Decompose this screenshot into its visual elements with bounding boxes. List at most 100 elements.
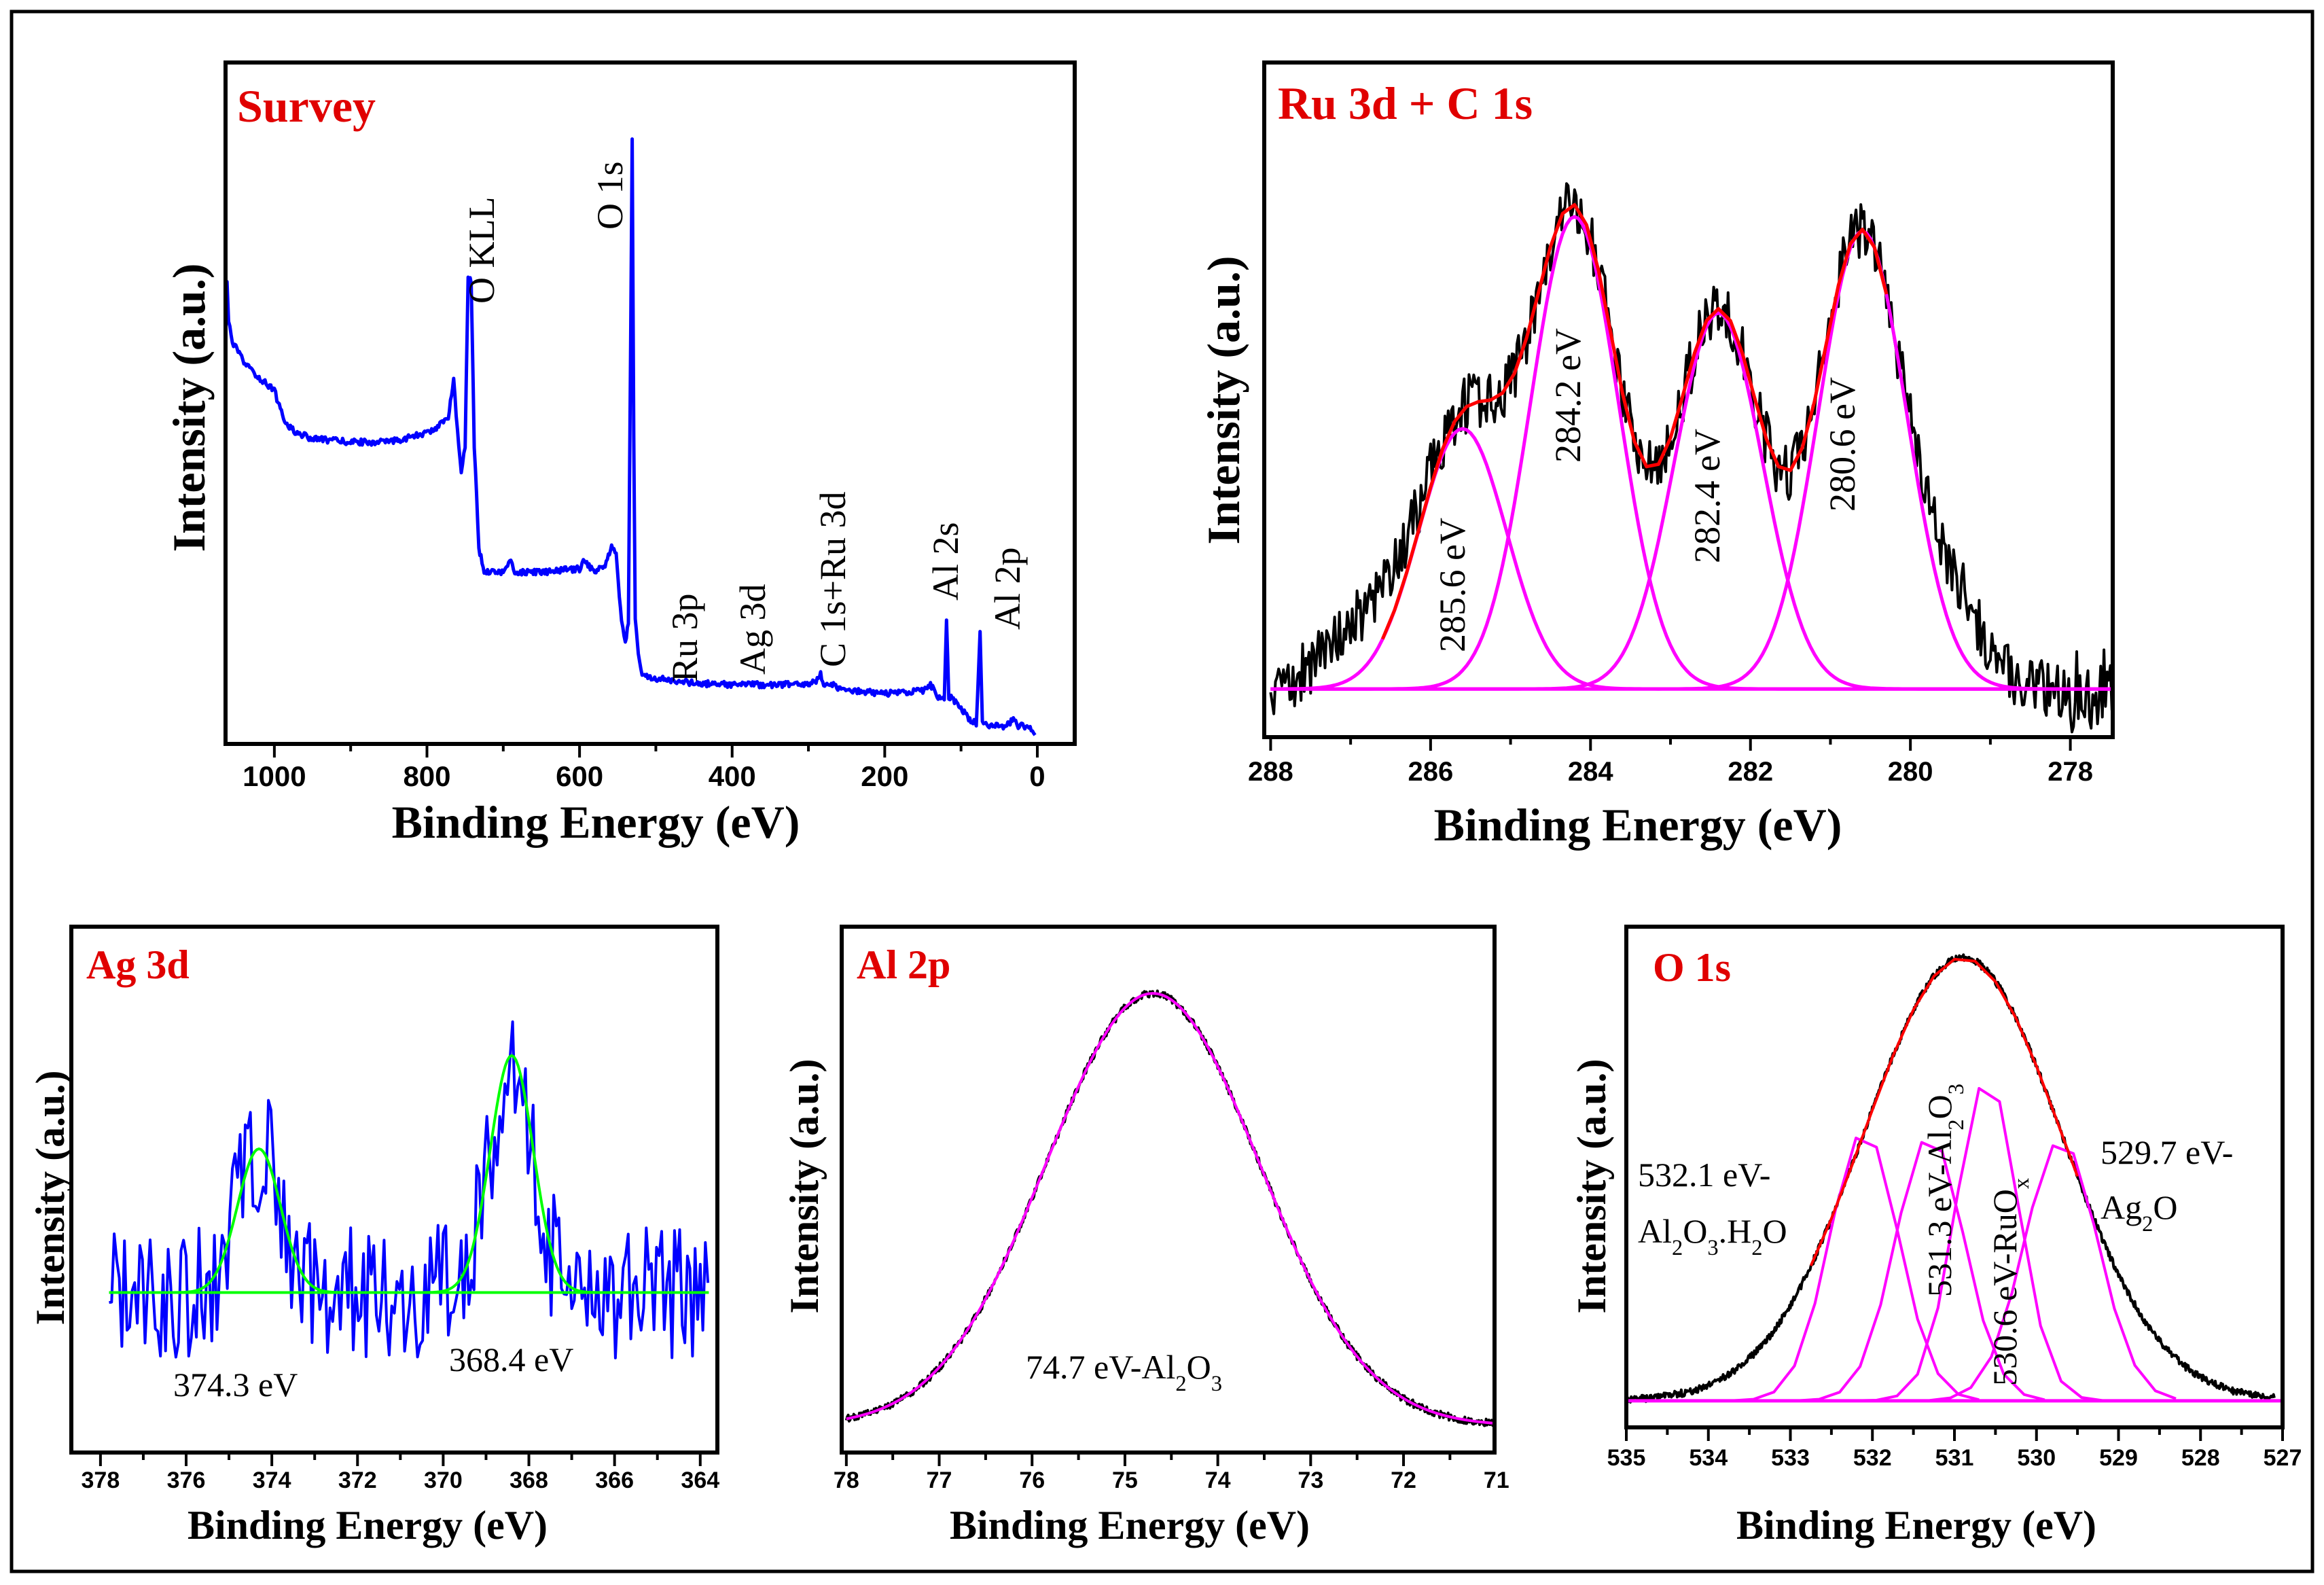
peak-annotation: 74.7 eV-Al2O3 [1026, 1348, 1222, 1396]
label-text: 374.3 eV [173, 1366, 298, 1404]
plot-frame [224, 60, 1077, 746]
label-text: O 1s [590, 161, 630, 230]
label-text: 280.6 eV [1822, 377, 1863, 512]
x-tick-label: 200 [861, 760, 908, 792]
peak-annotation: C 1s+Ru 3d [812, 491, 853, 667]
plot-area [109, 1020, 710, 1359]
panel-al: 78 77 76 75 74 73 72 71 Al 2p Intensity (a.u.) Bin… [782, 925, 1509, 1548]
envelope-fit-line [1809, 957, 2079, 1266]
x-tick-label: 527 [2264, 1445, 2302, 1471]
x-tick-label: 282 [1728, 757, 1773, 787]
label-text: O KLL [461, 197, 502, 304]
component-peak-74.7 [846, 992, 1495, 1425]
x-tick-label: 372 [338, 1467, 377, 1493]
label-text: 531.3 eV-Al [1920, 1130, 1959, 1297]
label-text: Al 2s [925, 522, 966, 601]
peak-annotation: 284.2 eV [1548, 328, 1588, 463]
peak-annotation: 374.3 eV [173, 1366, 298, 1404]
x-tick-label: 72 [1391, 1467, 1416, 1493]
label-text: Ru 3p [664, 593, 705, 682]
label-text: Ag 3d [732, 584, 773, 675]
x-tick-label: 800 [403, 760, 450, 792]
x-tick-label: 368 [510, 1467, 548, 1493]
peak-annotation: O 1s [590, 161, 630, 230]
peak-annotation: Ag2O [2100, 1188, 2177, 1236]
peak-annotation: Al2O3.H2O [1638, 1212, 1787, 1260]
x-tick-label: 532 [1853, 1445, 1892, 1471]
y-axis-title: Intensity (a.u.) [163, 263, 215, 552]
x-tick-label: 376 [167, 1467, 206, 1493]
x-tick-label: 364 [681, 1467, 719, 1493]
component-peak-530.6 [1856, 1087, 2103, 1402]
peak-annotation: Ru 3p [664, 593, 705, 682]
subscript-text: 3 [1211, 1372, 1222, 1396]
peak-annotation: 529.7 eV- [2100, 1133, 2233, 1171]
x-tick-label: 534 [1689, 1445, 1728, 1471]
plot-area [1269, 182, 2113, 734]
label-text: C 1s+Ru 3d [812, 491, 853, 667]
subscript-text: 2 [1672, 1236, 1683, 1260]
label-text: Al [1638, 1212, 1672, 1250]
label-text: 285.6 eV [1432, 518, 1473, 652]
x-tick-label: 78 [834, 1467, 859, 1493]
subscript-text: 2 [1751, 1236, 1762, 1260]
peak-annotation: 280.6 eV [1822, 377, 1863, 512]
figure-border [10, 10, 2314, 1573]
x-tick-label: 77 [927, 1467, 952, 1493]
x-tick-label: 370 [424, 1467, 463, 1493]
label-text: 284.2 eV [1548, 328, 1588, 463]
label-text: 368.4 eV [449, 1340, 573, 1378]
fit-curve-line [109, 1054, 707, 1294]
x-tick-label: 535 [1607, 1445, 1646, 1471]
subscript-text: 2 [1175, 1372, 1186, 1396]
label-text: 530.6 eV-RuO [1986, 1189, 2024, 1386]
plot-frame [69, 925, 719, 1455]
x-tick-label: 528 [2181, 1445, 2220, 1471]
peak-annotation: 285.6 eV [1432, 518, 1473, 652]
panel-title: Al 2p [857, 942, 950, 987]
peak-annotation: O KLL [461, 197, 502, 304]
label-text: O [2153, 1188, 2177, 1226]
x-tick-label: 284 [1568, 757, 1613, 787]
peak-annotation: 530.6 eV-RuOx [1986, 1178, 2034, 1386]
label-text: 282.4 eV [1687, 429, 1728, 563]
x-axis-title: Binding Energy (eV) [1434, 799, 1842, 851]
label-text: O [1920, 1094, 1959, 1119]
label-text: O [1187, 1348, 1211, 1386]
peak-annotation: 532.1 eV- [1638, 1156, 1770, 1194]
x-tick-label: 1000 [243, 760, 306, 792]
panel-title: Ru 3d + C 1s [1278, 77, 1533, 129]
x-tick-label: 366 [595, 1467, 634, 1493]
x-tick-label: 73 [1298, 1467, 1323, 1493]
survey-spectrum-line [226, 137, 1037, 736]
peak-annotation: Al 2p [987, 548, 1028, 630]
peak-annotation: 531.3 eV-Al2O3 [1920, 1084, 1969, 1297]
x-tick-label: 533 [1771, 1445, 1810, 1471]
label-text: Al 2p [987, 548, 1028, 630]
panel-ru: 288 286 284 282 280 278 Ru 3d + C 1s Intensity … [1198, 60, 2115, 851]
label-text: 74.7 eV-Al [1026, 1348, 1175, 1386]
component-peak-532.1 [1732, 1137, 1980, 1402]
y-axis-title: Intensity (a.u.) [1569, 1058, 1614, 1313]
x-axis-title: Binding Energy (eV) [950, 1503, 1310, 1548]
subscript-text: 3 [1707, 1236, 1718, 1260]
x-axis-title: Binding Energy (eV) [1736, 1503, 2096, 1548]
x-tick-label: 531 [1935, 1445, 1974, 1471]
raw-spectrum-line [1269, 182, 2113, 734]
x-tick-label: 75 [1112, 1467, 1138, 1493]
envelope-fit-line [1380, 202, 1889, 640]
plot-area [844, 989, 1495, 1427]
x-tick-label: 280 [1888, 757, 1933, 787]
panel-title: O 1s [1653, 945, 1731, 990]
x-tick-label: 530 [2017, 1445, 2056, 1471]
panel-o: 535 534 533 532 531 530 529 528 527 O 1s Intensity… [1569, 925, 2302, 1548]
peak-annotation: 368.4 eV [449, 1340, 573, 1378]
label-text: O [1683, 1212, 1707, 1250]
x-tick-label: 71 [1484, 1467, 1509, 1493]
x-axis-title: Binding Energy (eV) [187, 1503, 548, 1548]
x-tick-label: 400 [709, 760, 756, 792]
peak-annotation: Al 2s [925, 522, 966, 601]
label-text: O [1762, 1212, 1787, 1250]
y-axis-title: Intensity (a.u.) [1198, 255, 1249, 544]
